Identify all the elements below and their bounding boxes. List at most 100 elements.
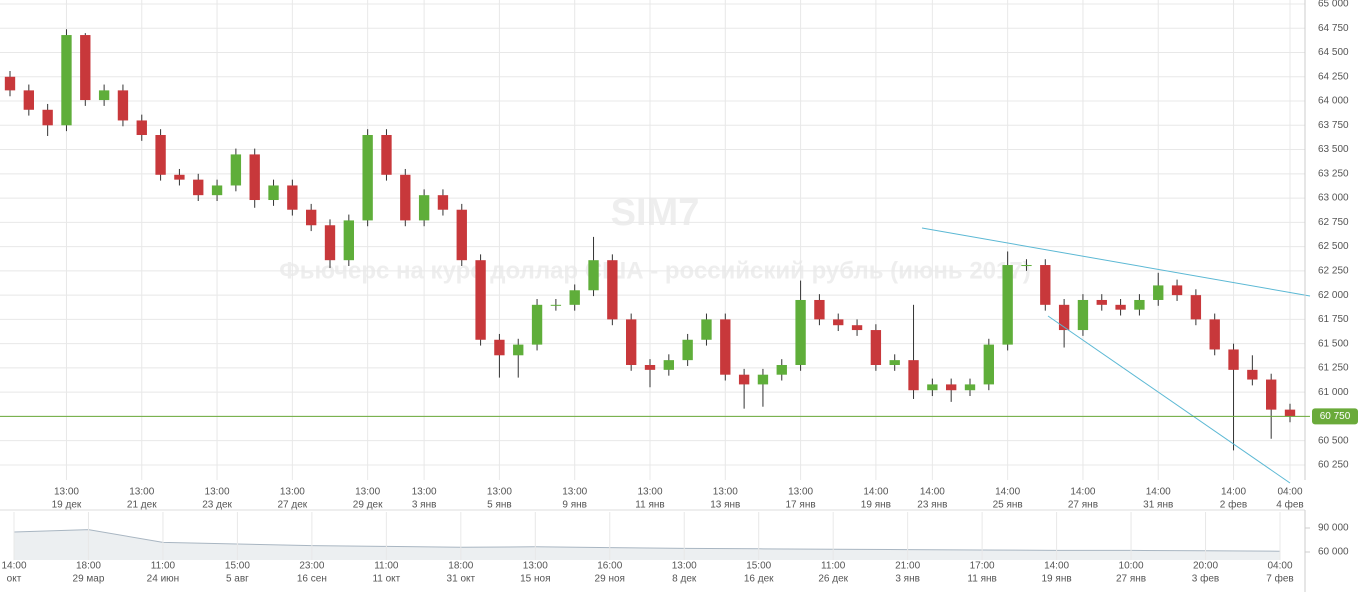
- candle-body: [136, 120, 147, 136]
- y-tick-label: 64 000: [1318, 96, 1349, 107]
- candle-body: [324, 225, 336, 261]
- x-tick-label: 13:00: [129, 487, 154, 498]
- candle-body: [569, 290, 580, 305]
- candle-body: [381, 135, 392, 175]
- candle-body: [494, 339, 505, 356]
- candle-body: [550, 304, 562, 306]
- x-tick-date: 17 янв: [786, 500, 816, 511]
- candle-body: [475, 260, 486, 340]
- candle-body: [1058, 304, 1070, 331]
- x-tick-label: 14:00: [1146, 487, 1171, 498]
- candle-body: [1002, 265, 1013, 345]
- y-tick-label: 64 750: [1318, 23, 1349, 34]
- candle-body: [531, 304, 543, 345]
- candle-body: [870, 330, 882, 365]
- candle-body: [908, 360, 919, 391]
- candle-body: [1115, 304, 1126, 310]
- nav-x-tick-date: 19 янв: [1042, 574, 1072, 585]
- y-tick-label: 64 250: [1318, 71, 1349, 82]
- nav-x-tick-date: окт: [7, 574, 22, 585]
- x-tick-label: 13:00: [713, 487, 738, 498]
- candle-body: [720, 319, 731, 375]
- x-tick-label: 13:00: [412, 487, 437, 498]
- candle-body: [456, 209, 467, 261]
- y-tick-label: 63 250: [1318, 168, 1349, 179]
- last-price-box: [1312, 408, 1358, 425]
- y-tick-label: 61 250: [1318, 363, 1349, 374]
- candle-body: [1021, 265, 1032, 267]
- x-tick-label: 13:00: [637, 487, 662, 498]
- nav-x-tick-label: 15:00: [225, 561, 250, 572]
- candle-body: [249, 154, 260, 201]
- candle-body: [927, 384, 938, 391]
- nav-x-tick-label: 14:00: [1044, 561, 1069, 572]
- x-tick-label: 13:00: [487, 487, 512, 498]
- nav-x-tick-label: 18:00: [76, 561, 101, 572]
- nav-x-tick-date: 26 дек: [818, 574, 848, 585]
- x-tick-label: 14:00: [920, 487, 945, 498]
- candle-body: [663, 360, 674, 370]
- x-tick-date: 2 фев: [1220, 499, 1247, 511]
- y-tick-label: 62 000: [1318, 290, 1349, 301]
- candle-body: [1134, 299, 1145, 310]
- x-tick-label: 13:00: [788, 487, 813, 498]
- nav-area: [14, 529, 1280, 560]
- nav-x-tick-label: 15:00: [746, 561, 771, 572]
- nav-x-tick-date: 29 мар: [73, 574, 105, 585]
- x-tick-date: 31 янв: [1143, 500, 1173, 511]
- nav-x-tick-date: 7 фев: [1266, 573, 1293, 585]
- nav-x-tick-date: 31 окт: [447, 574, 476, 585]
- candle-body: [61, 35, 72, 126]
- candle-body: [607, 260, 618, 320]
- x-tick-label: 13:00: [54, 487, 79, 498]
- candle-body: [287, 185, 298, 210]
- candle-body: [4, 76, 16, 91]
- x-tick-date: 11 янв: [635, 500, 664, 511]
- nav-x-tick-label: 11:00: [151, 561, 176, 572]
- candle-body: [98, 90, 110, 101]
- nav-x-tick-label: 23:00: [299, 561, 324, 572]
- candle-body: [1077, 299, 1089, 331]
- candle-body: [362, 135, 373, 221]
- candle-body: [117, 90, 129, 121]
- candle-body: [42, 109, 53, 126]
- x-tick-label: 13:00: [280, 487, 305, 498]
- candle-body: [211, 185, 223, 196]
- x-tick-date: 23 дек: [202, 500, 232, 511]
- candle-body: [23, 90, 34, 110]
- y-tick-label: 60 500: [1318, 435, 1349, 446]
- x-tick-date: 19 дек: [52, 500, 82, 511]
- x-tick-date: 27 дек: [278, 500, 308, 511]
- candle-body: [851, 325, 863, 331]
- candle-body: [588, 260, 599, 291]
- candle-body: [1247, 369, 1258, 380]
- nav-x-tick-label: 10:00: [1119, 561, 1144, 572]
- candle-body: [889, 360, 900, 365]
- candle-body: [776, 364, 787, 375]
- candle-body: [306, 209, 317, 226]
- x-tick-date: 19 янв: [861, 500, 891, 511]
- candle-body: [701, 319, 712, 340]
- nav-line: [13, 529, 1281, 552]
- x-tick-date: 4 фев: [1276, 499, 1303, 511]
- nav-x-tick-label: 20:00: [1193, 561, 1218, 572]
- nav-x-tick-date: 11 окт: [372, 574, 400, 585]
- candle-body: [174, 174, 185, 180]
- y-tick-label: 61 500: [1318, 338, 1349, 349]
- y-tick-label: 64 500: [1318, 47, 1349, 58]
- candle-body: [1228, 349, 1239, 370]
- candle-body: [1040, 265, 1051, 305]
- nav-x-tick-date: 15 ноя: [520, 574, 550, 585]
- y-tick-label: 62 500: [1318, 241, 1349, 252]
- x-tick-date: 21 дек: [127, 500, 157, 511]
- candle-body: [1153, 285, 1164, 300]
- candle-body: [400, 174, 411, 221]
- y-tick-label: 62 250: [1318, 266, 1349, 277]
- candle-body: [268, 185, 279, 201]
- nav-x-tick-date: 16 дек: [744, 574, 774, 585]
- x-tick-date: 29 дек: [353, 500, 383, 511]
- nav-x-tick-label: 17:00: [970, 561, 995, 572]
- x-tick-date: 5 янв: [487, 500, 512, 511]
- x-tick-label: 13:00: [562, 487, 587, 498]
- candle-body: [983, 344, 994, 385]
